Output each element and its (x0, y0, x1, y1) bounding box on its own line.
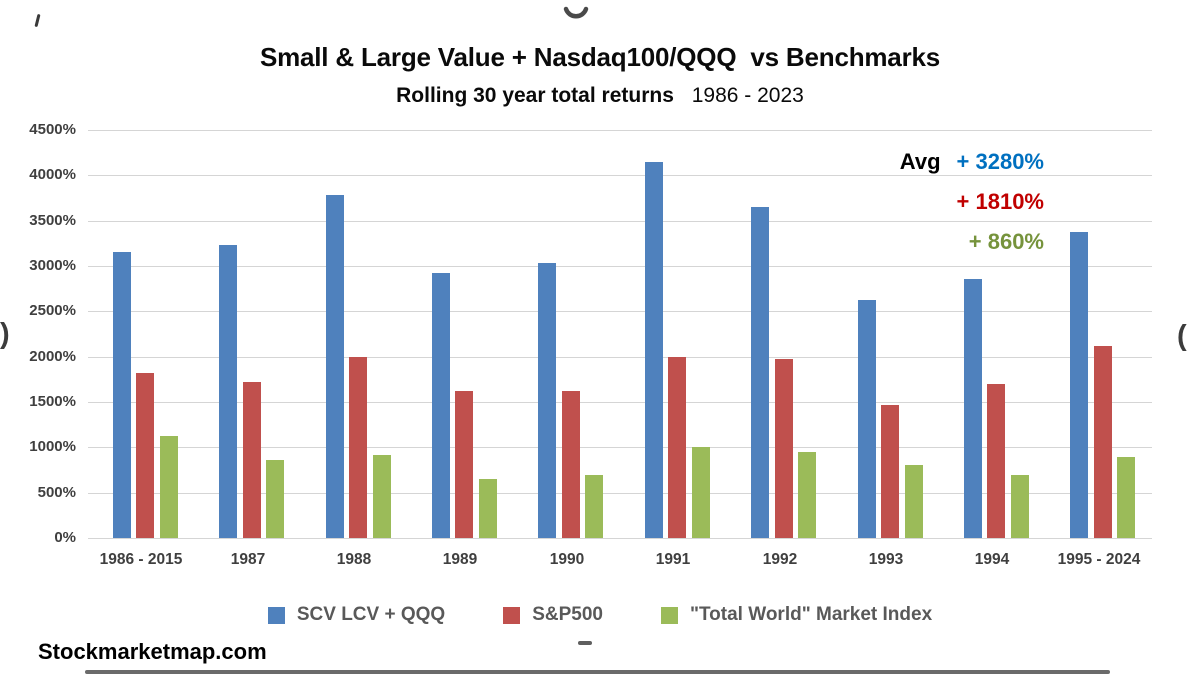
legend-label: S&P500 (532, 604, 603, 625)
y-axis-tick-label: 1000% (29, 438, 76, 455)
x-axis-category-label: 1987 (230, 551, 266, 568)
x-axis-category-label: 1991 (655, 551, 691, 568)
gridline (88, 402, 1152, 403)
bar-s-p500 (136, 373, 154, 538)
bar-s-p500 (1094, 346, 1112, 538)
bar-s-p500 (987, 384, 1005, 538)
bar-scv-lcv-qqq (964, 279, 982, 538)
legend-item: SCV LCV + QQQ (267, 604, 446, 626)
avg-annotation: Avg + 3280% + 1810% + 860% (900, 143, 1044, 263)
bar-scv-lcv-qqq (432, 273, 450, 538)
bar--total-world-market-index (905, 465, 923, 538)
y-axis-tick-label: 500% (37, 484, 76, 501)
avg-row: + 1810% (900, 183, 1044, 223)
avg-value: + 1810% (956, 189, 1044, 214)
smile-arc-icon (562, 6, 590, 29)
gridline (88, 538, 1152, 539)
gridline (88, 266, 1152, 267)
bar-s-p500 (562, 391, 580, 538)
x-axis-category-label: 1994 (974, 551, 1010, 568)
bar--total-world-market-index (1117, 457, 1135, 538)
gridline (88, 447, 1152, 448)
avg-value: + 860% (968, 229, 1044, 254)
x-axis-category-label: 1993 (868, 551, 904, 568)
y-axis-tick-label: 2500% (29, 302, 76, 319)
avg-row: + 860% (900, 223, 1044, 263)
stray-tick-mark (34, 13, 41, 28)
bar-s-p500 (455, 391, 473, 538)
x-axis-labels: 1986 - 2015 1987 1988 1989 1990 1991 1992 1993 1… (88, 551, 1152, 577)
y-axis-tick-label: 0% (54, 529, 76, 546)
bar-scv-lcv-qqq (219, 245, 237, 538)
y-axis-tick-label: 4500% (29, 121, 76, 138)
bar--total-world-market-index (692, 447, 710, 538)
legend-swatch-icon (503, 606, 521, 624)
y-axis-tick-label: 1500% (29, 393, 76, 410)
gridline (88, 311, 1152, 312)
y-axis-tick-label: 3000% (29, 257, 76, 274)
bar-scv-lcv-qqq (538, 263, 556, 538)
legend-label: SCV LCV + QQQ (296, 604, 446, 625)
bar--total-world-market-index (798, 452, 816, 538)
gridline (88, 221, 1152, 222)
avg-row: Avg + 3280% (900, 143, 1044, 183)
gridline (88, 175, 1152, 176)
x-axis-category-label: 1990 (549, 551, 585, 568)
bar--total-world-market-index (479, 479, 497, 538)
bar-s-p500 (243, 382, 261, 538)
bar-scv-lcv-qqq (113, 252, 131, 538)
watermark: Stockmarketmap.com (38, 639, 267, 664)
left-paren-glyph: ) (0, 318, 10, 350)
legend-item: S&P500 (503, 604, 603, 626)
bar--total-world-market-index (1011, 475, 1029, 538)
bar--total-world-market-index (266, 460, 284, 538)
gridline (88, 357, 1152, 358)
bar-scv-lcv-qqq (326, 195, 344, 538)
legend-swatch-icon (267, 606, 285, 624)
bar-scv-lcv-qqq (858, 300, 876, 538)
x-axis-category-label: 1986 - 2015 (99, 551, 183, 568)
bar-s-p500 (775, 359, 793, 538)
legend-label: "Total World" Market Index (689, 604, 933, 625)
gridline (88, 130, 1152, 131)
small-dash-mark (578, 641, 592, 645)
gridline (88, 493, 1152, 494)
chart-legend: SCV LCV + QQQ S&P500 "Total World" Market … (0, 604, 1200, 626)
subtitle-main: Rolling 30 year total returns (396, 84, 674, 107)
subtitle-year-range: 1986 - 2023 (691, 84, 804, 107)
bar-scv-lcv-qqq (1070, 232, 1088, 538)
bar-s-p500 (881, 405, 899, 538)
right-paren-glyph: ( (1177, 320, 1187, 352)
bar-scv-lcv-qqq (751, 207, 769, 538)
bar--total-world-market-index (160, 436, 178, 538)
legend-item: "Total World" Market Index (660, 604, 933, 626)
plot-area: Avg + 3280% + 1810% + 860% 4500% 4000% 3500% 3… (29, 121, 1152, 546)
bottom-edge-strip (85, 670, 1110, 674)
avg-value: + 3280% (956, 149, 1044, 174)
y-axis-tick-label: 2000% (29, 348, 76, 365)
x-axis-category-label: 1988 (336, 551, 372, 568)
y-axis-tick-label: 3500% (29, 212, 76, 229)
chart-subtitle: Rolling 30 year total returns 1986 - 202… (0, 84, 1200, 108)
x-axis-category-label: 1992 (762, 551, 798, 568)
legend-swatch-icon (660, 606, 678, 624)
chart-title: Small & Large Value + Nasdaq100/QQQ vs B… (259, 42, 941, 72)
x-axis-category-label: 1989 (442, 551, 478, 568)
bar--total-world-market-index (585, 475, 603, 538)
bar-s-p500 (668, 357, 686, 538)
bar-scv-lcv-qqq (645, 162, 663, 538)
y-axis-tick-label: 4000% (29, 166, 76, 183)
bar--total-world-market-index (373, 455, 391, 538)
bar-s-p500 (349, 357, 367, 538)
avg-label: Avg (899, 149, 941, 174)
x-axis-category-label: 1995 - 2024 (1057, 551, 1141, 568)
